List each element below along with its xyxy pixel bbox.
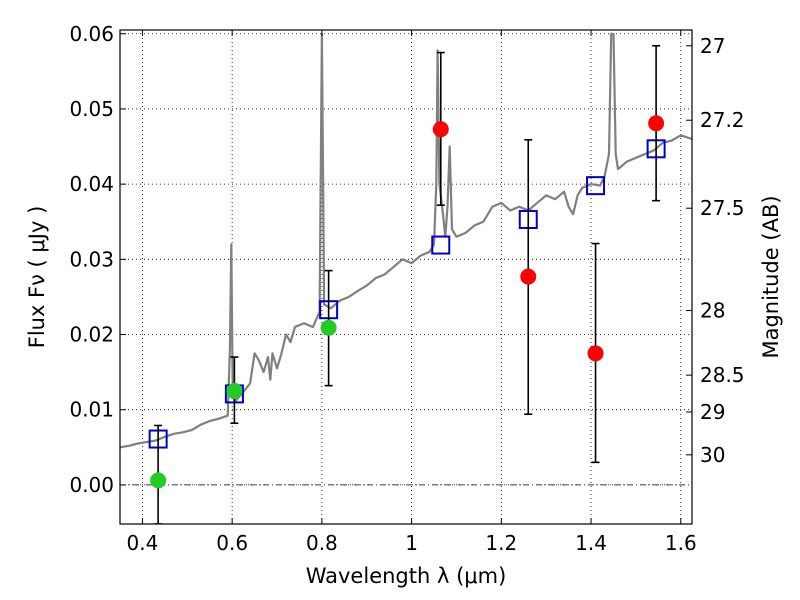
x-tick-label: 1 <box>405 531 418 555</box>
y-tick-label: 0.06 <box>69 22 114 46</box>
plot-area <box>120 32 692 524</box>
observed-flux-point <box>150 472 167 489</box>
observed-flux-point <box>587 345 604 362</box>
grid <box>120 30 692 524</box>
x-tick-label: 1.6 <box>665 531 697 555</box>
plot-frame <box>119 29 693 525</box>
y-axis-right-label: Magnitude (AB) <box>759 195 783 358</box>
y-tick-label: 0.01 <box>69 398 114 422</box>
y-tick-label: 0.03 <box>69 247 114 271</box>
x-tick-label: 0.4 <box>127 531 159 555</box>
model-flux-marker <box>431 235 451 255</box>
right-tick-label: 29 <box>700 400 725 424</box>
observed-flux-point <box>226 382 243 399</box>
y-axis-left: 0.00 0.01 0.02 0.03 0.04 0.05 0.06 <box>69 22 126 497</box>
y-tick-label: 0.04 <box>69 172 114 196</box>
x-axis-label: Wavelength λ (μm) <box>306 564 507 588</box>
observed-flux-point <box>520 268 537 285</box>
observed-flux-point <box>432 121 449 138</box>
x-tick-label: 0.8 <box>306 531 338 555</box>
x-tick-label: 0.6 <box>216 531 248 555</box>
x-tick-label: 1.2 <box>485 531 517 555</box>
right-tick-label: 28.5 <box>700 363 745 387</box>
y-tick-label: 0.05 <box>69 97 114 121</box>
y-tick-label: 0.02 <box>69 323 114 347</box>
observed-flux-point <box>648 115 665 132</box>
y-tick-label: 0.00 <box>69 473 114 497</box>
y-axis-right: 27 27.2 27.5 28 28.5 29 30 <box>686 34 745 467</box>
right-tick-label: 28 <box>700 298 725 322</box>
right-tick-label: 27.5 <box>700 196 745 220</box>
spectrum-line <box>120 32 692 449</box>
observed-flux-point <box>320 319 337 336</box>
right-tick-label: 27.2 <box>700 108 745 132</box>
x-tick-label: 1.4 <box>575 531 607 555</box>
y-axis-label: Flux Fν ( μJy ) <box>25 206 49 349</box>
x-axis: 0.4 0.6 0.8 1 1.2 1.4 1.6 <box>127 30 697 555</box>
model-flux-marker <box>586 176 606 196</box>
right-tick-label: 27 <box>700 34 725 58</box>
right-tick-label: 30 <box>700 443 725 467</box>
